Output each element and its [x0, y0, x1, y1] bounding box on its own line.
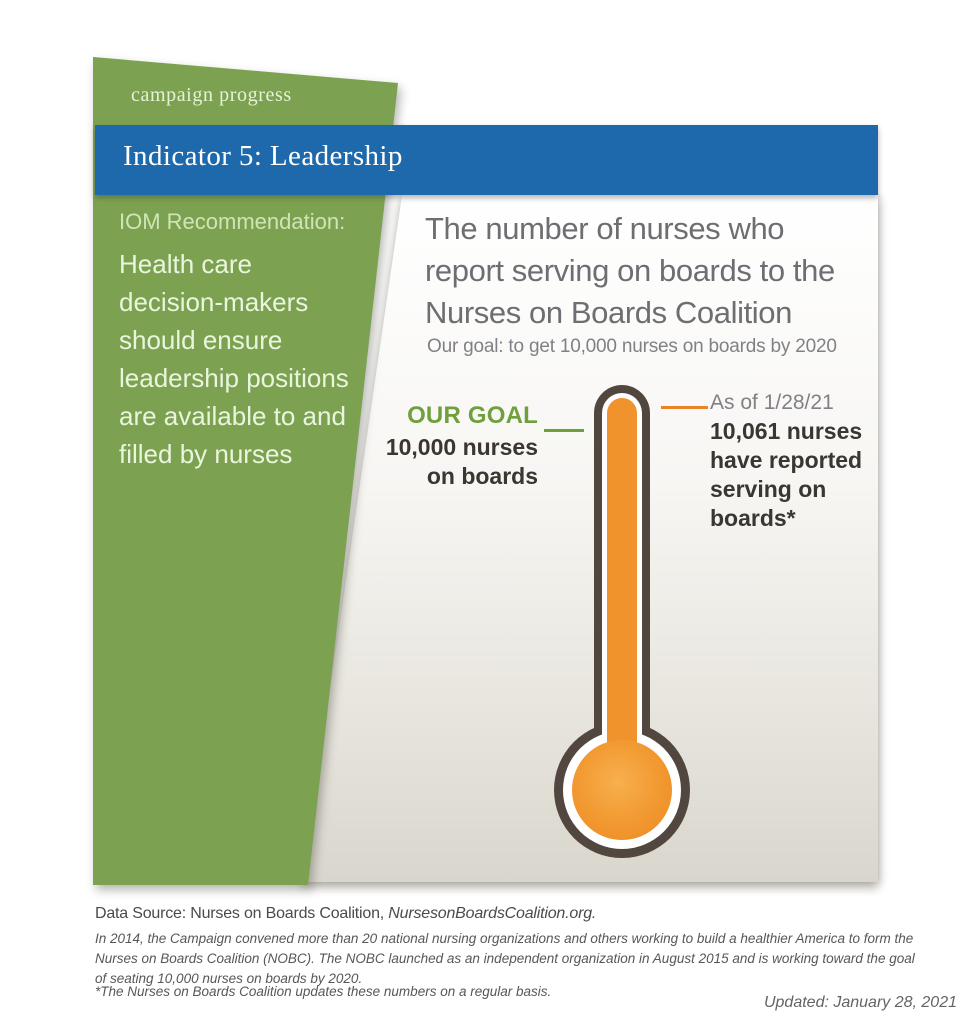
chart-subtitle: Our goal: to get 10,000 nurses on boards… — [427, 336, 837, 357]
iom-recommendation-body: Health care decision-makers should ensur… — [119, 249, 349, 469]
updated-date: Updated: January 28, 2021 — [763, 994, 957, 1011]
thermometer-fill — [572, 398, 672, 840]
about-paragraph: In 2014, the Campaign convened more than… — [95, 931, 915, 986]
current-value-text: 10,061 nurses have reported serving on b… — [710, 418, 863, 531]
data-source-line: Data Source: Nurses on Boards Coalition,… — [95, 905, 596, 923]
current-connector-line — [661, 406, 708, 409]
header-bar — [95, 125, 878, 195]
thermometer-graphic — [554, 385, 690, 858]
iom-recommendation-heading: IOM Recommendation: — [119, 209, 346, 234]
header-bar-shadow — [95, 125, 878, 195]
green-sidebar-shadow — [93, 57, 398, 885]
data-source-prefix: Data Source: Nurses on Boards Coalition, — [95, 905, 389, 922]
goal-label-block: OUR GOAL 10,000 nurses on boards — [330, 402, 538, 491]
campaign-progress-label: campaign progress — [131, 84, 292, 106]
current-label-block: As of 1/28/21 10,061 nurses have reporte… — [710, 391, 900, 533]
as-of-date-label: As of 1/28/21 — [710, 391, 834, 414]
goal-label: OUR GOAL — [407, 402, 538, 429]
asterisk-footnote: *The Nurses on Boards Coalition updates … — [95, 984, 552, 999]
chart-title: The number of nurses who report serving … — [425, 211, 835, 330]
goal-value-text: 10,000 nurses on boards — [385, 434, 538, 489]
thermometer-bulb — [572, 740, 672, 840]
goal-connector-line — [544, 429, 584, 432]
data-source-site: NursesonBoardsCoalition.org. — [388, 905, 597, 922]
page-title: Indicator 5: Leadership — [123, 140, 403, 172]
